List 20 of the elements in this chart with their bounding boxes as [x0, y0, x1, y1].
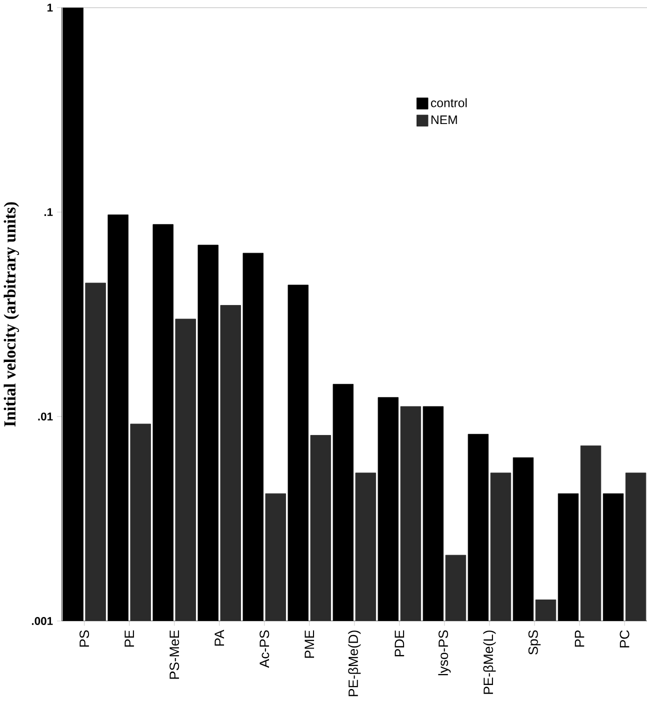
x-tick-label: lyso-PS	[438, 630, 451, 676]
x-tick-label: PP	[574, 630, 584, 647]
y-tick-label: .1	[44, 208, 53, 216]
x-tick-label: PS-MeE	[169, 630, 179, 679]
legend-label: control	[430, 98, 467, 108]
legend-label: NEM	[431, 116, 457, 124]
x-tick-label: PA	[214, 630, 224, 646]
x-tick-label: PC	[620, 630, 630, 648]
y-tick-label: 1	[47, 4, 53, 12]
x-tick-label: PE-βMe(L)	[483, 630, 496, 694]
x-tick-label: SpS	[528, 630, 540, 655]
y-tick-label: .001	[32, 617, 53, 625]
x-tick-label: PE-βMe(D)	[348, 630, 361, 696]
x-tick-label: Ac-PS	[259, 630, 270, 668]
y-tick-label: .01	[38, 412, 53, 420]
y-axis-title: Initial velocity (arbitrary units)	[4, 202, 19, 427]
x-tick-label: PME	[304, 630, 314, 658]
x-tick-label: PDE	[394, 630, 404, 656]
x-tick-label: PE	[124, 630, 134, 647]
x-tick-label: PS	[79, 630, 89, 647]
